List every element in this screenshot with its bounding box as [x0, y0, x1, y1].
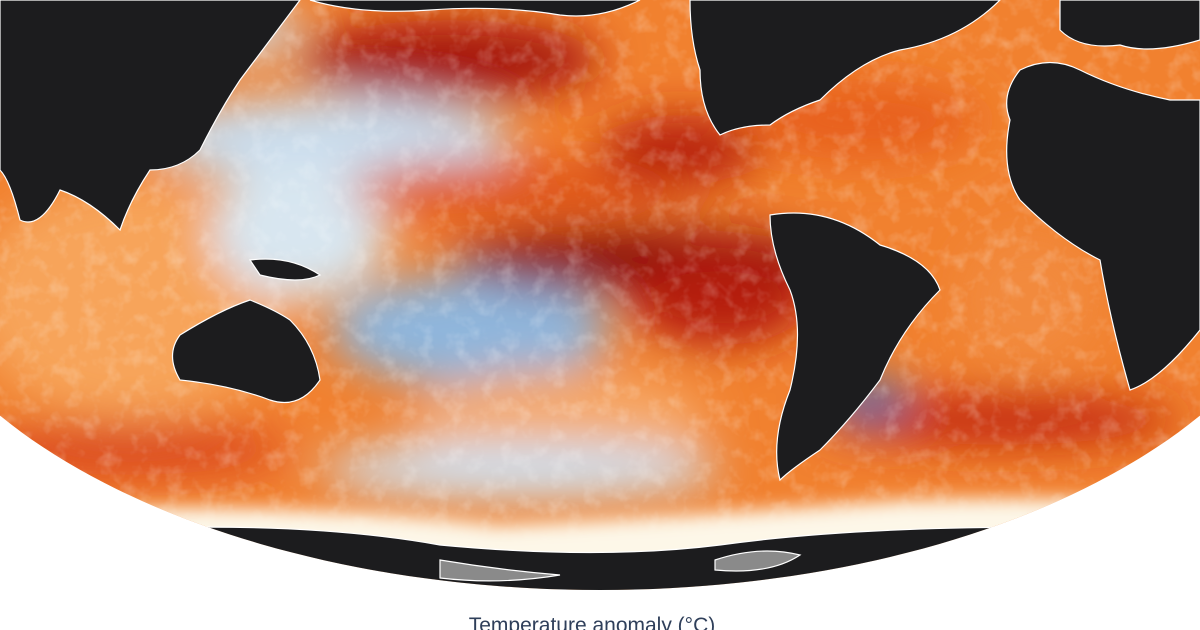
north-america [689, 0, 1002, 136]
new-guinea [248, 258, 322, 281]
europe [1059, 0, 1200, 50]
africa [1006, 61, 1200, 391]
australia [171, 299, 321, 404]
ice-shelf [714, 550, 802, 572]
bering [309, 0, 641, 17]
asia [0, 0, 302, 232]
ice-shelf [439, 559, 561, 582]
legend-title: Temperature anomaly (°C) [469, 614, 715, 630]
south-america [769, 212, 941, 482]
